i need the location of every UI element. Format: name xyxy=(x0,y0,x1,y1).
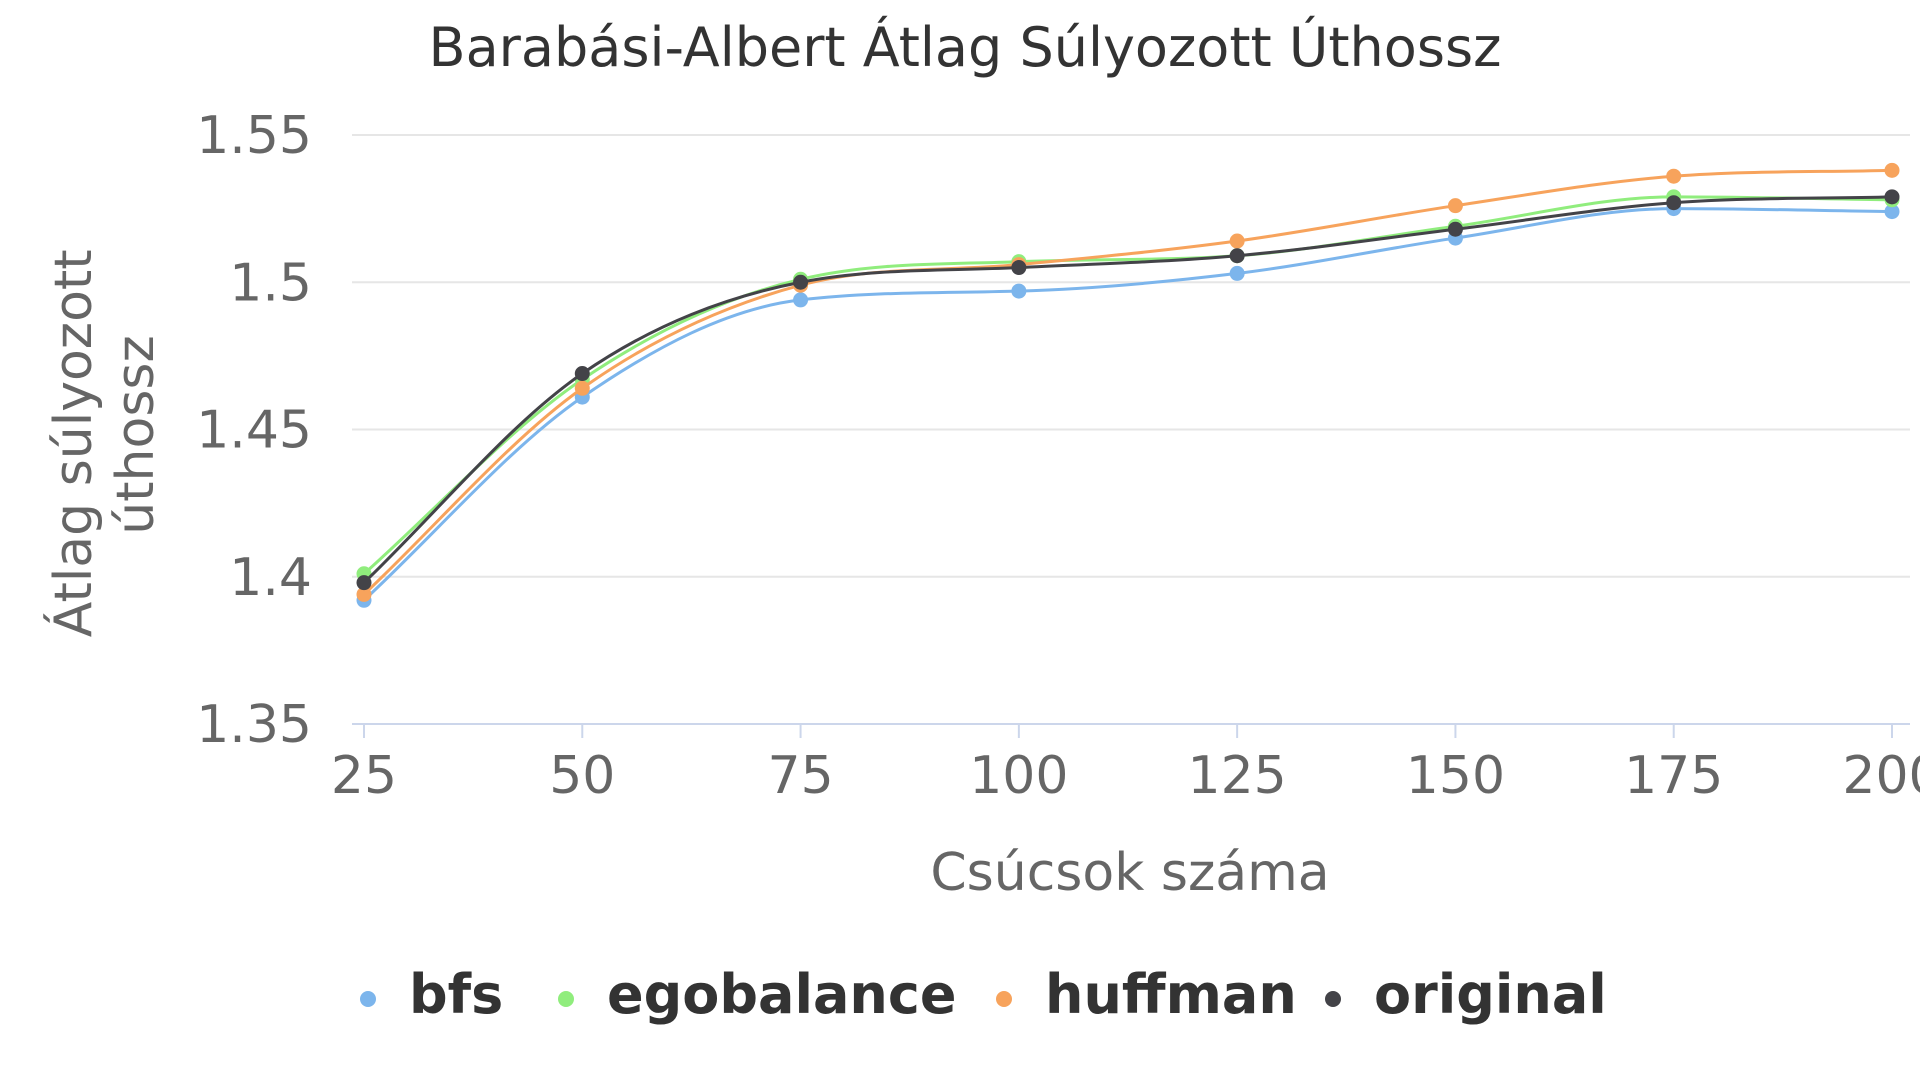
legend-item-egobalance[interactable]: egobalance xyxy=(558,963,957,1026)
data-point-original xyxy=(1884,189,1900,205)
data-point-original xyxy=(1447,221,1463,237)
svg-text:Átlag súlyozott úthossz: Átlag súlyozott úthossz xyxy=(43,233,166,637)
series-line-huffman xyxy=(362,168,1893,596)
data-point-original xyxy=(793,274,809,290)
data-point-bfs xyxy=(1011,283,1027,299)
x-tick-label: 200 xyxy=(1842,746,1920,806)
x-tick-label: 150 xyxy=(1406,746,1505,806)
data-point-original xyxy=(1666,195,1682,211)
data-point-bfs xyxy=(793,292,809,308)
series-layer xyxy=(356,162,1900,608)
y-tick-label: 1.55 xyxy=(196,106,312,166)
y-tick-label: 1.45 xyxy=(196,401,312,461)
y-tick-label: 1.5 xyxy=(229,253,312,313)
y-tick-label: 1.4 xyxy=(229,548,312,608)
legend-marker xyxy=(1325,991,1341,1007)
data-point-huffman xyxy=(574,380,590,396)
grid-lines xyxy=(352,134,1910,578)
data-point-original xyxy=(1229,248,1245,264)
legend-item-original[interactable]: original xyxy=(1325,963,1607,1026)
x-tick-label: 175 xyxy=(1624,746,1723,806)
chart-title: Barabási-Albert Átlag Súlyozott Úthossz xyxy=(429,16,1502,79)
data-point-original xyxy=(356,575,372,591)
legend-marker xyxy=(558,991,574,1007)
data-point-original xyxy=(1011,260,1027,276)
legend-marker xyxy=(360,991,376,1007)
legend: bfs egobalance huffman original xyxy=(360,963,1607,1026)
y-axis-title-line-1: Átlag súlyozott xyxy=(43,249,104,637)
data-point-huffman xyxy=(356,586,372,602)
data-point-bfs xyxy=(1884,204,1900,220)
y-axis-title-line-2: úthossz xyxy=(106,335,166,535)
x-tick-label: 100 xyxy=(969,746,1068,806)
legend-label: bfs xyxy=(409,963,503,1026)
legend-marker xyxy=(996,991,1012,1007)
legend-label: original xyxy=(1374,963,1607,1026)
x-tick-label: 75 xyxy=(767,746,833,806)
x-tick-label: 50 xyxy=(549,746,615,806)
legend-label: huffman xyxy=(1045,963,1297,1026)
x-axis-title: Csúcsok száma xyxy=(930,843,1329,903)
x-axis-ticks: 25 50 75 100 125 150 175 200 xyxy=(331,724,1920,806)
data-point-bfs xyxy=(1229,265,1245,281)
legend-item-huffman[interactable]: huffman xyxy=(996,963,1297,1026)
data-point-original xyxy=(574,366,590,382)
x-tick-label: 125 xyxy=(1188,746,1287,806)
x-tick-label: 25 xyxy=(331,746,397,806)
y-tick-label: 1.35 xyxy=(196,695,312,755)
legend-label: egobalance xyxy=(607,963,957,1026)
y-axis-title: Átlag súlyozott úthossz xyxy=(43,233,166,637)
y-axis-tick-labels: 1.35 1.4 1.45 1.5 1.55 xyxy=(196,106,312,755)
data-point-huffman xyxy=(1666,168,1682,184)
legend-item-bfs[interactable]: bfs xyxy=(360,963,503,1026)
data-point-huffman xyxy=(1229,233,1245,249)
series-original xyxy=(356,189,1900,591)
series-line-bfs xyxy=(362,207,1893,602)
data-point-huffman xyxy=(1884,162,1900,178)
data-point-huffman xyxy=(1447,198,1463,214)
